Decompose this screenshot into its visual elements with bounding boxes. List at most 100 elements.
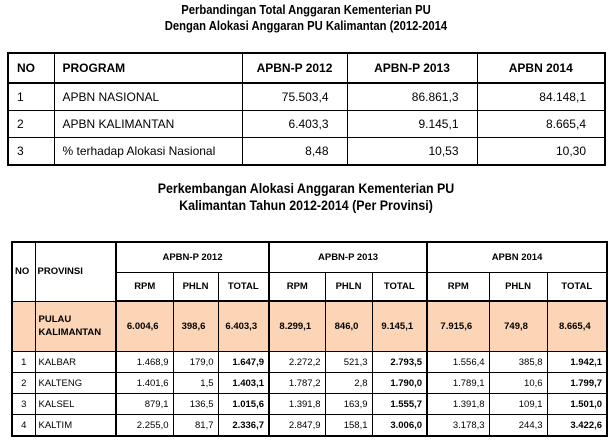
- comparison-table: NO PROGRAM APBN-P 2012 APBN-P 2013 APBN …: [7, 52, 606, 166]
- table2-cell-value: 81,7: [172, 414, 219, 437]
- table2-cell-total: 2.336,7: [217, 414, 270, 437]
- table2-cell-value: 136,5: [172, 393, 219, 415]
- table2-cell-value: 10,6: [488, 372, 548, 394]
- table1-cell-no: 3: [7, 137, 55, 166]
- table2-cell-value: 2.255,0: [115, 414, 174, 437]
- table2-title-line1: Perkembangan Alokasi Anggaran Kementeria…: [157, 181, 455, 196]
- table2-cell-value: 3.178,3: [426, 414, 490, 437]
- table2-group-apbnp2012: APBN-P 2012: [114, 241, 270, 273]
- table1-cell-program: APBN NASIONAL: [53, 82, 243, 111]
- table2-summary-row: PULAU KALIMANTAN 6.004,6 398,6 6.403,3 8…: [11, 300, 608, 352]
- table1-cell-value: 8,48: [241, 137, 348, 166]
- table1-cell-value: 10,53: [346, 137, 478, 166]
- table2-cell-value: 6.004,6: [115, 300, 174, 352]
- table1-cell-value: 86.861,3: [346, 82, 478, 111]
- table2-sub-rpm: RPM: [426, 272, 490, 302]
- table1-cell-value: 75.503,4: [241, 82, 348, 111]
- table2-cell-value: 1.787,2: [268, 372, 326, 394]
- table2-cell-total: 2.793,5: [371, 351, 428, 373]
- table2-cell-value: 7.915,6: [426, 300, 490, 352]
- table1-header-no: NO: [7, 52, 55, 84]
- table1-cell-program: APBN KALIMANTAN: [53, 110, 243, 138]
- province-allocation-table: NO PROVINSI APBN-P 2012 APBN-P 2013 APBN…: [11, 241, 609, 437]
- table2-cell-total: 1.942,1: [546, 351, 608, 373]
- table2-cell-total: 1.501,0: [546, 393, 608, 415]
- table2-cell-total: 1.799,7: [546, 372, 608, 394]
- table-row: 3 % terhadap Alokasi Nasional 8,48 10,53…: [7, 137, 606, 166]
- table2-cell-value: 2,8: [324, 372, 373, 394]
- table2-sub-total: TOTAL: [546, 272, 608, 302]
- table2-cell-value: 1.556,4: [426, 351, 490, 373]
- table2-cell-value: 2.847,9: [268, 414, 326, 437]
- table2-header-province: PROVINSI: [34, 241, 117, 302]
- table2-header-row-1: NO PROVINSI APBN-P 2012 APBN-P 2013 APBN…: [11, 241, 608, 302]
- table1-header-row: NO PROGRAM APBN-P 2012 APBN-P 2013 APBN …: [7, 52, 606, 84]
- table2-cell-value: 1.468,9: [115, 351, 174, 373]
- table2-header-row-2: RPM PHLN TOTAL RPM PHLN TOTAL RPM PHLN T…: [12, 272, 608, 302]
- table2-cell-province: KALTENG: [34, 372, 117, 394]
- table2-cell-province: KALSEL: [34, 393, 117, 415]
- table2-cell-value: 879,1: [115, 393, 174, 415]
- table1-header-apbn2014: APBN 2014: [476, 52, 606, 84]
- table2-header-no: NO: [11, 241, 36, 302]
- table2-cell-value: 385,8: [488, 351, 548, 373]
- table-row: 4 KALTIM 2.255,0 81,7 2.336,7 2.847,9 15…: [11, 414, 608, 437]
- table2-sub-phln: PHLN: [324, 272, 373, 302]
- table1-cell-no: 2: [7, 110, 55, 138]
- table2-cell-value: 2.272,2: [268, 351, 326, 373]
- table2-cell-province: KALTIM: [34, 414, 117, 437]
- table2-cell-total: 6.403,3: [217, 300, 270, 352]
- table2-cell-value: 1.391,8: [268, 393, 326, 415]
- table2-cell-total: 1.403,1: [217, 372, 270, 394]
- table-row: 1 KALBAR 1.468,9 179,0 1.647,9 2.272,2 5…: [11, 351, 608, 373]
- table2-cell-value: 1,5: [172, 372, 219, 394]
- table1-cell-program: % terhadap Alokasi Nasional: [53, 137, 243, 166]
- table1-cell-value: 9.145,1: [346, 110, 478, 138]
- table2-group-apbn2014: APBN 2014: [426, 241, 608, 273]
- table1-cell-value: 10,30: [476, 137, 606, 166]
- table1-header-program: PROGRAM: [53, 52, 243, 84]
- table2-sub-total: TOTAL: [371, 272, 428, 302]
- table-row: 3 KALSEL 879,1 136,5 1.015,6 1.391,8 163…: [11, 393, 608, 415]
- table-row: 2 KALTENG 1.401,6 1,5 1.403,1 1.787,2 2,…: [11, 372, 608, 394]
- table1-header-apbnp2012: APBN-P 2012: [241, 52, 348, 84]
- table2-cell-total: 1.015,6: [217, 393, 270, 415]
- table2-title-line2: Kalimantan Tahun 2012-2014 (Per Provinsi…: [179, 198, 433, 213]
- table2-cell-value: 1.391,8: [426, 393, 490, 415]
- table2-cell-value: 8.299,1: [268, 300, 326, 352]
- table2-cell-total: 1.790,0: [371, 372, 428, 394]
- table2-cell-total: 1.647,9: [217, 351, 270, 373]
- table2-cell-total: 9.145,1: [371, 300, 428, 352]
- table1-cell-no: 1: [7, 82, 55, 111]
- table-row: 1 APBN NASIONAL 75.503,4 86.861,3 84.148…: [7, 82, 606, 111]
- table2-cell-no: 4: [11, 414, 36, 437]
- table2-cell-total: 1.555,7: [371, 393, 428, 415]
- table2-cell-value: 1.789,1: [426, 372, 490, 394]
- table2-cell-value: 158,1: [324, 414, 373, 437]
- table2-cell-value: 109,1: [488, 393, 548, 415]
- table1-title-line1: Perbandingan Total Anggaran Kementerian …: [181, 3, 431, 17]
- table2-summary-name: PULAU KALIMANTAN: [34, 300, 117, 352]
- table2-sub-rpm: RPM: [268, 272, 326, 302]
- table2-cell-total: 8.665,4: [546, 300, 608, 352]
- table2-cell-value: 521,3: [324, 351, 373, 373]
- table2-cell-value: 846,0: [324, 300, 373, 352]
- table1-cell-value: 8.665,4: [476, 110, 606, 138]
- table1-title-line2: Dengan Alokasi Anggaran PU Kalimantan (2…: [164, 19, 448, 33]
- table1-title: Perbandingan Total Anggaran Kementerian …: [31, 2, 582, 34]
- table-row: 2 APBN KALIMANTAN 6.403,3 9.145,1 8.665,…: [7, 110, 606, 138]
- table2-cell-no: 3: [11, 393, 36, 415]
- table2-group-apbnp2013: APBN-P 2013: [268, 241, 428, 273]
- table1-header-apbnp2013: APBN-P 2013: [346, 52, 478, 84]
- table2-cell-total: 3.006,0: [371, 414, 428, 437]
- table1-cell-value: 6.403,3: [241, 110, 348, 138]
- table2-sub-rpm: RPM: [115, 272, 174, 302]
- table2-cell-province: KALBAR: [34, 351, 117, 373]
- table2-sub-phln: PHLN: [488, 272, 548, 302]
- table2-cell-value: 244,3: [488, 414, 548, 437]
- table2-cell-value: 179,0: [172, 351, 219, 373]
- table1-cell-value: 84.148,1: [476, 82, 606, 111]
- table2-cell-value: 749,8: [488, 300, 548, 352]
- table2-sub-total: TOTAL: [217, 272, 270, 302]
- table2-title: Perkembangan Alokasi Anggaran Kementeria…: [24, 180, 587, 214]
